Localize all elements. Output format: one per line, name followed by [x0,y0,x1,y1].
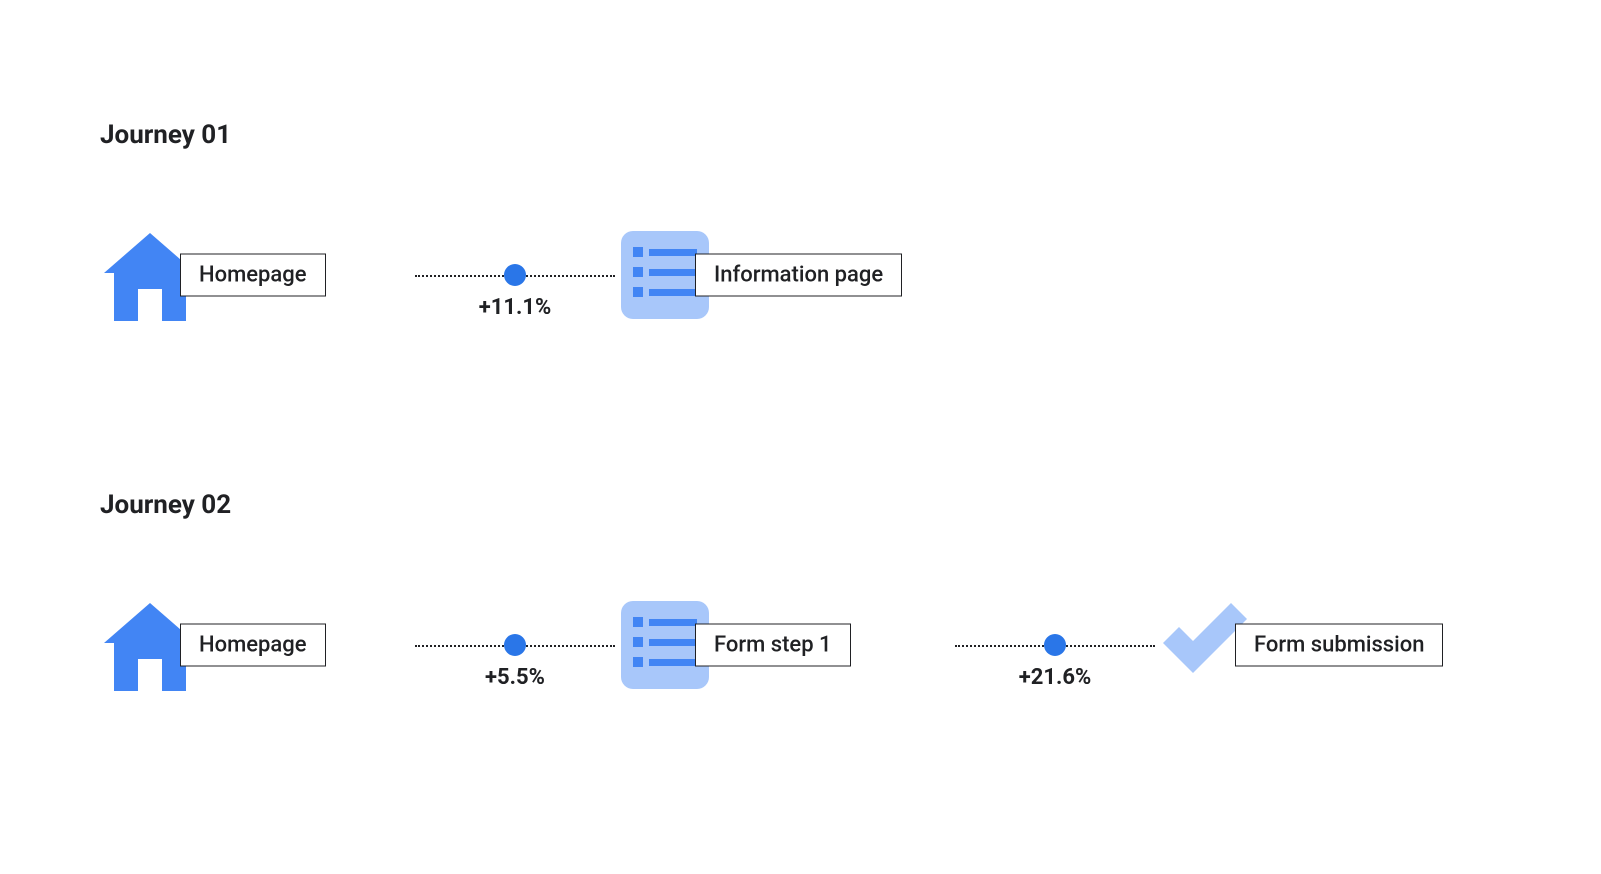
journey-02-step-0-label: Homepage [180,624,326,667]
journey-02-step-1-label: Form step 1 [695,624,851,667]
journey-02-title: Journey 02 [100,490,1501,520]
journey-02-flow: Homepage +5.5% [100,590,1501,700]
journey-01-step-1-label: Information page [695,254,902,297]
connector-dot [504,634,526,656]
journey-01-flow: Homepage +11.1% [100,220,1501,330]
journey-01-step-0-label: Homepage [180,254,326,297]
connector-dot [1044,634,1066,656]
journey-02-connector-0: +5.5% [415,634,615,656]
connector-dot [504,264,526,286]
journey-02-connector-1-metric: +21.6% [1019,665,1092,690]
journey-01-connector-0: +11.1% [415,264,615,286]
journey-02-step-2: Form submission [1155,595,1255,695]
journey-01-step-0: Homepage [100,225,200,325]
journey-01-title: Journey 01 [100,120,1501,150]
journey-02-connector-0-metric: +5.5% [485,665,545,690]
journey-01-connector-0-metric: +11.1% [479,295,552,320]
journey-02-step-2-label: Form submission [1235,624,1443,667]
journey-01: Journey 01 Homepage +11.1% [100,120,1501,330]
diagram-canvas: Journey 01 Homepage +11.1% [0,0,1601,874]
journey-02-connector-1: +21.6% [955,634,1155,656]
journey-02-step-1: Form step 1 [615,595,715,695]
journey-02: Journey 02 Homepage +5.5% [100,490,1501,700]
journey-01-step-1: Information page [615,225,715,325]
journey-02-step-0: Homepage [100,595,200,695]
